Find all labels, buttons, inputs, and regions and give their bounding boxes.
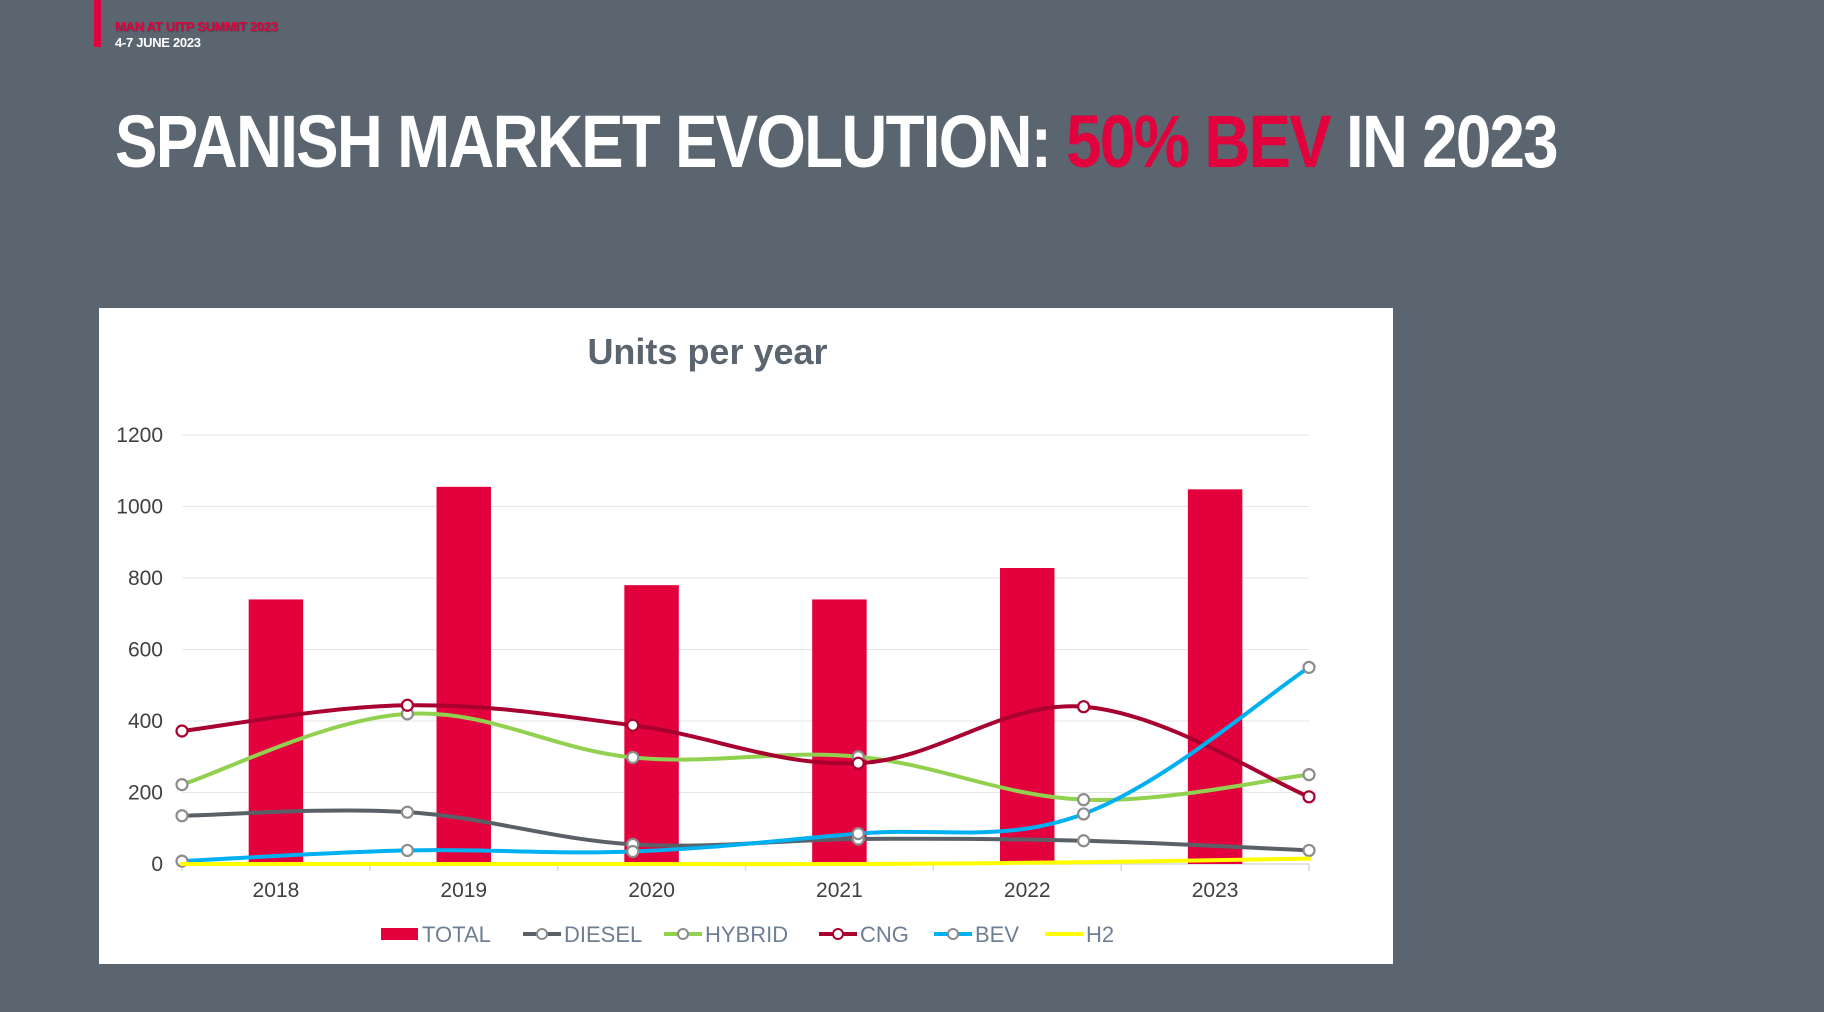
point-bev <box>851 827 865 841</box>
units-per-year-chart: Units per year 0 200 400 600 800 1000 1200 2018 2… <box>116 331 1316 947</box>
legend-label-h2: H2 <box>1086 922 1114 947</box>
point-cng <box>175 724 189 738</box>
bar-total-2018 <box>248 599 304 864</box>
point-hybrid <box>1076 793 1091 807</box>
point-bev <box>1302 660 1316 674</box>
point-diesel <box>1076 834 1091 848</box>
line-bev <box>180 665 1311 864</box>
y-tick-label: 1000 <box>116 496 163 519</box>
line-h2 <box>180 856 1311 867</box>
slide-title-highlight: 50% BEV <box>1066 100 1332 183</box>
point-diesel <box>400 805 414 819</box>
event-date: 4-7 JUNE 2023 <box>115 35 201 50</box>
bar-total-2023 <box>1187 489 1243 864</box>
point-diesel <box>1302 843 1316 858</box>
x-tick-label: 2020 <box>628 879 675 902</box>
legend-label-hybrid: HYBRID <box>705 922 788 947</box>
y-tick-label: 800 <box>128 567 163 590</box>
point-cng <box>626 718 640 732</box>
slide-title-part2: IN 2023 <box>1330 100 1559 183</box>
point-hybrid <box>1302 768 1316 782</box>
legend-marker-hybrid <box>677 928 689 940</box>
x-tick-label: 2023 <box>1192 879 1239 902</box>
legend-marker-diesel <box>536 928 548 940</box>
bar-total-2021 <box>812 599 867 864</box>
accent-bar <box>94 0 101 47</box>
legend-label-total: TOTAL <box>422 922 491 947</box>
y-tick-label: 0 <box>151 853 163 876</box>
point-diesel <box>175 809 189 823</box>
point-hybrid <box>175 778 189 792</box>
point-cng <box>1302 790 1316 804</box>
legend-label-bev: BEV <box>975 922 1019 947</box>
y-tick-label: 400 <box>128 710 163 733</box>
legend-swatch-total <box>381 928 418 940</box>
point-bev <box>1076 807 1091 821</box>
legend-label-cng: CNG <box>860 922 909 947</box>
point-cng <box>400 698 414 712</box>
legend-marker-bev <box>947 928 959 940</box>
slide-title-part1: SPANISH MARKET EVOLUTION: <box>115 100 1067 183</box>
x-tick-label: 2021 <box>816 879 863 902</box>
x-tick-label: 2019 <box>440 879 487 902</box>
x-tick-label: 2018 <box>253 879 300 902</box>
legend-marker-cng <box>832 928 844 940</box>
y-tick-label: 1200 <box>116 424 163 447</box>
line-cng <box>180 703 1311 799</box>
point-hybrid <box>626 750 640 765</box>
bar-total-2019 <box>436 486 491 864</box>
legend-label-diesel: DIESEL <box>564 922 642 947</box>
event-title: MAN AT UITP SUMMIT 2023 <box>115 19 278 34</box>
chart-panel: Units per year 0 200 400 600 800 1000 1200 2018 2… <box>99 308 1393 964</box>
point-cng <box>851 756 865 770</box>
point-bev <box>626 844 640 859</box>
y-tick-label: 600 <box>128 639 163 662</box>
slide-title: SPANISH MARKET EVOLUTION: 50% BEV IN 202… <box>115 100 1559 184</box>
chart-title: Units per year <box>587 331 827 372</box>
x-tick-label: 2022 <box>1004 879 1051 902</box>
y-tick-label: 200 <box>128 782 163 805</box>
point-bev <box>400 843 414 858</box>
point-cng <box>1076 700 1091 714</box>
